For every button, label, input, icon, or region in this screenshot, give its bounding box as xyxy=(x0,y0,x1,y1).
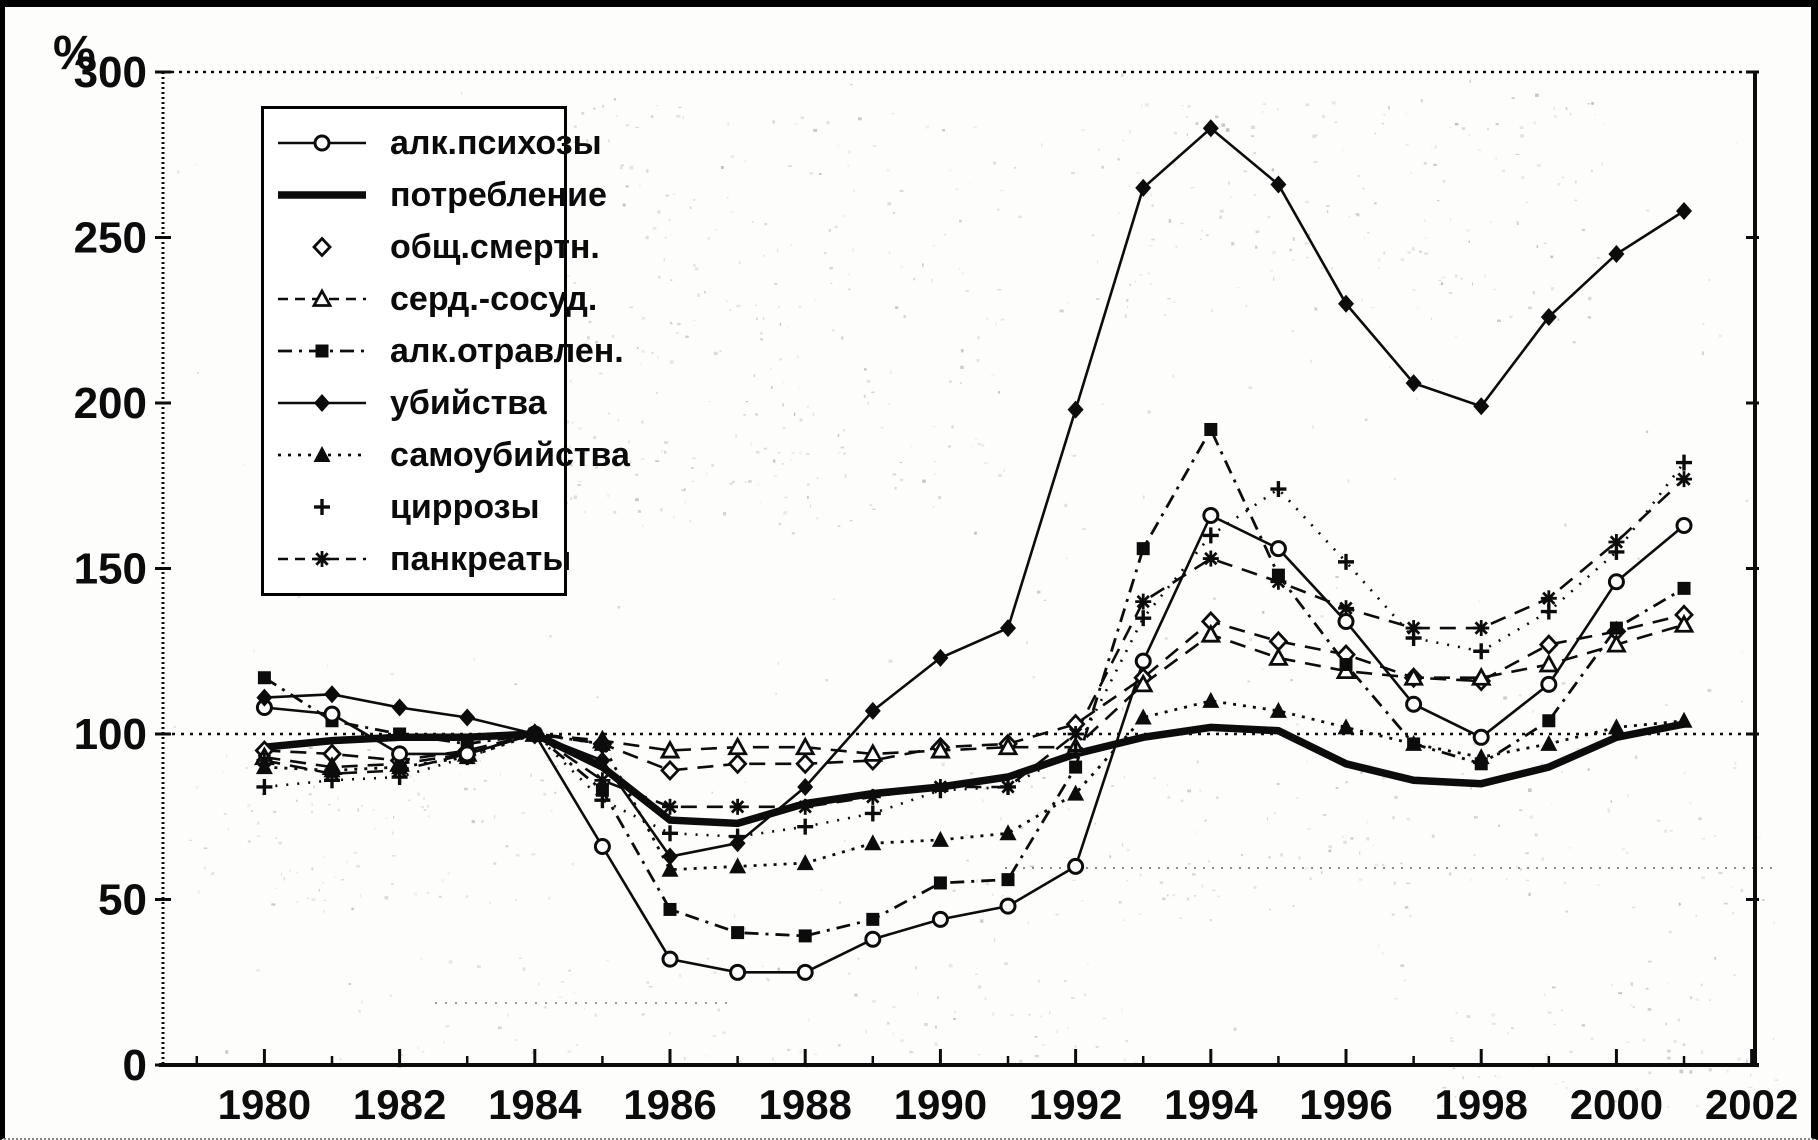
legend-item-pancreatitis: панкреаты xyxy=(274,533,571,585)
legend-item-homicides: убийства xyxy=(274,377,560,429)
x-tick-label: 1994 xyxy=(1164,1081,1258,1128)
x-axis: 1980 1982 1984 1986 1988 1990 1992 1994 1996 1998… xyxy=(195,1049,1798,1128)
series-line-consumption xyxy=(264,720,1685,828)
x-tick-label: 1996 xyxy=(1299,1081,1392,1128)
legend-label: алк.отравлен. xyxy=(390,331,624,370)
y-tick-label: 150 xyxy=(74,545,147,594)
legend-item-consumption: потребление xyxy=(274,169,607,221)
legend-label: панкреаты xyxy=(390,539,572,578)
x-tick-label: 2000 xyxy=(1570,1081,1663,1128)
series-line-total-mortality xyxy=(264,613,1685,772)
series-line-cirrhosis xyxy=(264,461,1686,838)
y-tick-label: 50 xyxy=(98,876,147,925)
x-tick-label: 1990 xyxy=(894,1081,987,1128)
series-line-cardiovascular xyxy=(264,623,1685,769)
x-tick-label: 1988 xyxy=(758,1081,851,1128)
legend: алк.психозы потребление общ.смертн. серд… xyxy=(261,106,630,596)
legend-label: убийства xyxy=(390,383,547,422)
filled-diamond-icon xyxy=(278,394,366,412)
legend-label: циррозы xyxy=(390,487,540,526)
y-tick-label: 100 xyxy=(74,710,147,759)
legend-item-psychoses: алк.психозы xyxy=(274,117,602,169)
legend-label: потребление xyxy=(390,175,607,214)
series-markers-homicides xyxy=(256,119,1693,866)
open-triangle-icon xyxy=(278,288,366,307)
legend-label: общ.смертн. xyxy=(390,227,600,266)
x-tick-label: 1980 xyxy=(218,1081,311,1128)
legend-item-total-mortality: общ.смертн. xyxy=(274,221,600,273)
legend-label: алк.психозы xyxy=(390,123,602,162)
y-tick-label: 250 xyxy=(74,214,147,263)
thick-line-icon xyxy=(278,191,366,199)
filled-triangle-icon xyxy=(278,446,366,462)
legend-item-alcohol-poisoning: алк.отравлен. xyxy=(274,325,624,377)
x-tick-label: 1982 xyxy=(353,1081,446,1128)
legend-item-cirrhosis: циррозы xyxy=(274,481,560,533)
x-tick-label: 1986 xyxy=(623,1081,716,1128)
legend-item-suicides: самоубийства xyxy=(274,429,630,481)
series-line-psychoses xyxy=(264,513,1685,974)
y-axis: 0 50 100 150 200 250 300% xyxy=(53,27,1759,1090)
filled-square-icon xyxy=(278,344,366,358)
open-diamond-icon xyxy=(312,236,332,258)
series-line-homicides xyxy=(264,126,1685,858)
x-tick-label: 2002 xyxy=(1705,1081,1798,1128)
y-tick-label: 200 xyxy=(74,379,147,428)
legend-label: самоубийства xyxy=(390,435,630,474)
y-tick-label: 300 xyxy=(74,48,147,97)
series-markers-alcohol-poisoning xyxy=(257,422,1691,943)
legend-item-cardiovascular: серд.-сосуд. xyxy=(274,273,597,325)
star-icon xyxy=(278,551,366,567)
x-tick-label: 1984 xyxy=(488,1081,582,1128)
plus-icon xyxy=(314,499,330,515)
open-circle-icon xyxy=(278,134,366,152)
x-tick-label: 1998 xyxy=(1434,1081,1527,1128)
y-tick-label: 0 xyxy=(123,1041,147,1090)
x-tick-label: 1992 xyxy=(1029,1081,1122,1128)
legend-label: серд.-сосуд. xyxy=(390,279,598,318)
scan-noise xyxy=(173,72,1779,1108)
y-axis-unit-label: % xyxy=(53,27,96,80)
